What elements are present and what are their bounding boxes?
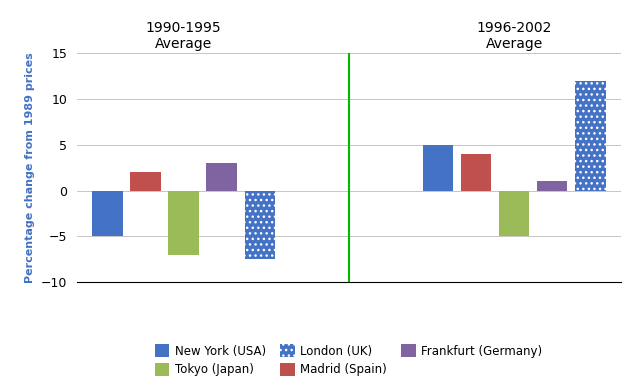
Bar bbox=[244, 190, 275, 259]
Text: 1996-2002: 1996-2002 bbox=[476, 21, 552, 35]
Bar bbox=[461, 154, 491, 190]
Bar bbox=[537, 181, 568, 190]
Bar bbox=[207, 163, 237, 190]
Bar bbox=[92, 190, 122, 236]
Bar bbox=[168, 190, 199, 255]
Text: Average: Average bbox=[485, 37, 543, 51]
Bar bbox=[422, 145, 453, 190]
Text: Average: Average bbox=[155, 37, 212, 51]
Y-axis label: Percentage change from 1989 prices: Percentage change from 1989 prices bbox=[25, 52, 35, 283]
Legend: New York (USA), Tokyo (Japan), London (UK), Madrid (Spain), Frankfurt (Germany): New York (USA), Tokyo (Japan), London (U… bbox=[150, 340, 547, 381]
Bar bbox=[244, 190, 275, 259]
Bar bbox=[130, 172, 161, 190]
Bar bbox=[575, 81, 605, 190]
Bar bbox=[575, 81, 605, 190]
Text: 1990-1995: 1990-1995 bbox=[146, 21, 221, 35]
Bar bbox=[499, 190, 529, 236]
